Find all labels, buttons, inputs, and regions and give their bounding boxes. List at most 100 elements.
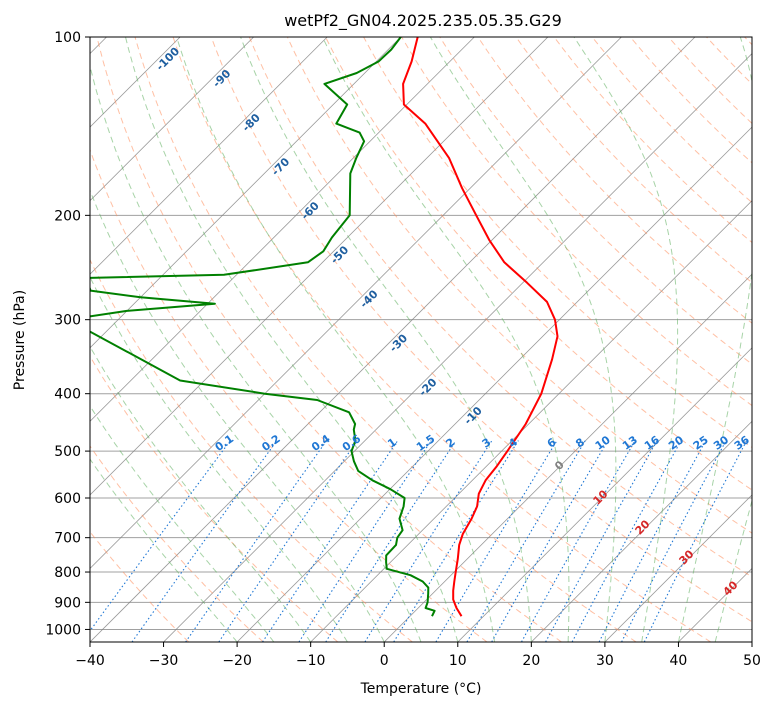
x-tick-label: −10 bbox=[296, 653, 326, 669]
wet-bulb-label: -80 bbox=[240, 111, 263, 134]
mixing-ratio-line bbox=[621, 440, 727, 642]
y-tick-label: 600 bbox=[54, 491, 81, 507]
mixing-ratio-label: 30 bbox=[711, 433, 731, 453]
dry-adiabat-line bbox=[96, 37, 562, 642]
background-grid bbox=[90, 37, 752, 642]
isotherm-line bbox=[678, 567, 752, 642]
isotherm-line bbox=[604, 494, 752, 642]
mixing-ratio-line bbox=[521, 440, 636, 642]
x-tick-label: 50 bbox=[743, 653, 761, 669]
dry-adiabat-line bbox=[706, 37, 752, 85]
dry-adiabat-line bbox=[90, 531, 190, 642]
moist-adiabat-line bbox=[429, 37, 617, 642]
y-tick-label: 500 bbox=[54, 444, 81, 460]
isotherm-line bbox=[531, 420, 752, 642]
wet-bulb-label: -30 bbox=[387, 331, 410, 354]
dry-adiabat-line bbox=[210, 37, 752, 623]
mixing-ratio-line bbox=[262, 440, 399, 642]
x-tick-label: 20 bbox=[522, 653, 540, 669]
moist-adiabat-line bbox=[573, 37, 679, 642]
isotherm-line bbox=[236, 126, 752, 642]
wet-bulb-label: -10 bbox=[462, 404, 485, 427]
isotherm-line bbox=[163, 52, 752, 642]
isotherm-line bbox=[90, 37, 254, 202]
dry-adiabat-line bbox=[248, 37, 752, 578]
wet-bulb-label: 10 bbox=[591, 487, 611, 507]
mixing-ratio-label: 13 bbox=[620, 433, 640, 452]
mixing-ratio-line bbox=[491, 440, 609, 642]
y-tick-label: 1000 bbox=[45, 622, 81, 638]
wet-bulb-label: -60 bbox=[299, 199, 322, 222]
x-tick-label: −40 bbox=[75, 653, 105, 669]
wet-bulb-label: -70 bbox=[269, 155, 292, 178]
mixing-ratio-label: 36 bbox=[732, 433, 752, 453]
dry-adiabat-line bbox=[286, 37, 752, 534]
wet-bulb-label: 30 bbox=[677, 547, 697, 567]
mixing-ratio-label: 16 bbox=[642, 433, 662, 453]
dry-adiabat-line bbox=[744, 37, 752, 46]
wet-bulb-label: -40 bbox=[357, 287, 380, 310]
mixing-ratio-label: 3 bbox=[480, 436, 494, 451]
temperature-line bbox=[402, 37, 559, 617]
isotherm-line bbox=[90, 37, 475, 422]
mixing-ratio-label: 1 bbox=[385, 436, 399, 451]
zero-isotherm-label: 0 bbox=[552, 458, 567, 473]
isotherm-line bbox=[383, 273, 752, 642]
dry-adiabat-line bbox=[477, 37, 752, 324]
isotherm-line bbox=[90, 37, 328, 275]
dry-adiabat-line bbox=[90, 258, 413, 642]
y-tick-label: 800 bbox=[54, 565, 81, 581]
mixing-ratio-line bbox=[643, 440, 748, 642]
chart-title: wetPf2_GN04.2025.235.05.35.G29 bbox=[284, 11, 562, 31]
mixing-ratio-label: 25 bbox=[691, 433, 711, 452]
line-labels: 0.1 0.2 0.4 0.6 1 1.5 2 3 4 6 8 10 13 16 20 25 30 36-100-… bbox=[154, 44, 752, 598]
dry-adiabat-line bbox=[325, 37, 752, 491]
moist-adiabat-line bbox=[90, 405, 275, 642]
dry-adiabat-line bbox=[90, 148, 488, 642]
dewpoint-line bbox=[90, 37, 436, 617]
plot-frame bbox=[89, 36, 753, 643]
mixing-ratio-line bbox=[298, 440, 432, 642]
moist-adiabat-line bbox=[90, 345, 312, 642]
wet-bulb-label: -90 bbox=[210, 67, 233, 90]
mixing-ratio-line bbox=[545, 440, 658, 642]
wet-bulb-label: -20 bbox=[416, 375, 439, 398]
isotherm-line bbox=[457, 347, 752, 642]
x-axis-label: Temperature (°C) bbox=[360, 681, 482, 697]
mixing-ratio-label: 2 bbox=[444, 436, 458, 451]
isotherm-line bbox=[751, 641, 752, 642]
y-tick-label: 700 bbox=[54, 531, 81, 547]
mixing-ratio-label: 10 bbox=[593, 433, 613, 453]
dry-adiabat-line bbox=[553, 37, 752, 244]
axes: −40 −30 −20 −10 0 10 20 30 40 5010009008007006005… bbox=[45, 30, 761, 669]
moist-adiabat-line bbox=[90, 275, 348, 642]
dry-adiabat-line bbox=[629, 37, 752, 164]
dry-adiabat-line bbox=[439, 37, 752, 365]
mixing-ratio-line bbox=[185, 440, 328, 642]
isotherm-line bbox=[90, 37, 402, 349]
moist-adiabat-line bbox=[90, 64, 422, 642]
mixing-ratio-line bbox=[218, 440, 358, 642]
mixing-ratio-label: 6 bbox=[545, 435, 559, 450]
wet-bulb-label: 20 bbox=[633, 517, 653, 537]
moist-adiabat-line bbox=[90, 458, 238, 642]
dry-adiabat-line bbox=[90, 355, 339, 642]
x-tick-label: 40 bbox=[670, 653, 688, 669]
series-layer bbox=[90, 37, 559, 617]
moist-adiabat-line bbox=[176, 37, 496, 642]
y-tick-label: 200 bbox=[54, 208, 81, 224]
moist-adiabat-line bbox=[240, 37, 532, 642]
isotherm-line bbox=[90, 37, 622, 570]
dry-adiabat-line bbox=[172, 37, 712, 642]
mixing-ratio-line bbox=[131, 440, 278, 642]
mixing-ratio-label: 20 bbox=[666, 433, 686, 453]
mixing-ratio-line bbox=[435, 440, 558, 642]
wet-bulb-label: -100 bbox=[154, 44, 183, 73]
moist-adiabat-line bbox=[677, 37, 752, 642]
y-tick-label: 900 bbox=[54, 595, 81, 611]
isotherm-line bbox=[90, 37, 549, 496]
mixing-ratio-line bbox=[90, 440, 231, 632]
y-tick-label: 300 bbox=[54, 313, 81, 329]
x-tick-label: 30 bbox=[596, 653, 614, 669]
